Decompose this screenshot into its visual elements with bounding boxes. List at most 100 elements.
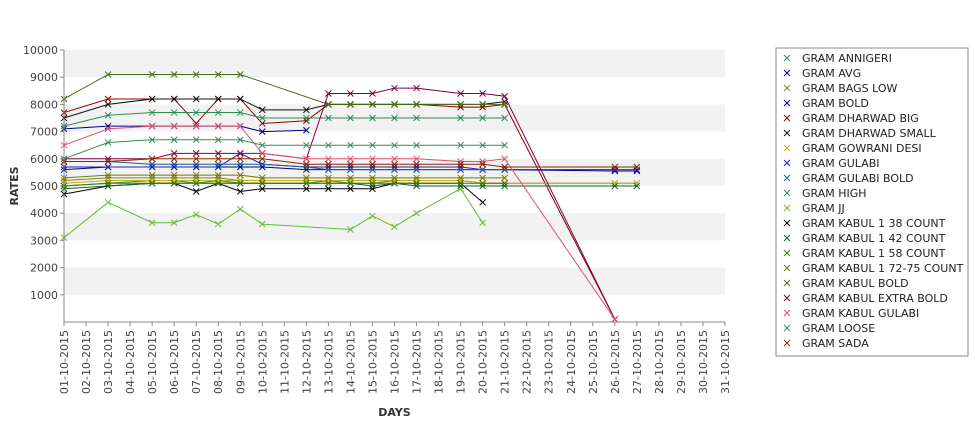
data-point — [214, 177, 222, 184]
marker-stroke — [104, 198, 112, 206]
legend-item: GRAM KABUL BOLD — [783, 277, 909, 290]
x-tick-label: 27-10-2015 — [631, 330, 644, 394]
marker-stroke — [325, 155, 332, 163]
x-tick-label: 05-10-2015 — [146, 330, 159, 394]
data-point — [457, 179, 464, 187]
data-point — [258, 155, 266, 163]
grid-band — [64, 50, 725, 78]
data-point — [258, 163, 266, 171]
data-point — [170, 150, 178, 157]
marker-stroke — [413, 166, 420, 174]
data-point — [258, 177, 266, 184]
x-tick-label: 10-10-2015 — [256, 330, 269, 394]
x-tick-label: 09-10-2015 — [234, 330, 247, 394]
data-point — [170, 179, 178, 187]
legend-label: GRAM GULABI — [802, 157, 880, 170]
data-point — [236, 171, 244, 179]
data-point — [192, 171, 200, 179]
marker-stroke — [391, 179, 398, 187]
marker-stroke — [236, 71, 244, 78]
data-point — [192, 95, 200, 103]
data-point — [479, 182, 486, 190]
data-point — [347, 101, 354, 108]
marker-stroke — [501, 182, 509, 190]
x-tick-label: 22-10-2015 — [521, 330, 534, 394]
marker-stroke — [369, 174, 376, 182]
data-point — [236, 205, 244, 213]
x-tick-label: 14-10-2015 — [344, 330, 357, 394]
data-point — [303, 185, 310, 193]
data-point — [303, 114, 310, 122]
data-point — [258, 120, 266, 127]
data-point — [325, 185, 332, 193]
marker-stroke — [783, 174, 791, 182]
data-point — [236, 71, 244, 78]
marker-stroke — [104, 125, 112, 133]
marker-stroke — [148, 155, 156, 163]
data-point — [325, 155, 332, 163]
marker-stroke — [148, 109, 156, 116]
marker-stroke — [214, 220, 222, 228]
marker-stroke — [347, 226, 354, 233]
data-point — [391, 177, 398, 184]
legend-label: GRAM LOOSE — [802, 322, 875, 335]
marker-stroke — [148, 71, 156, 78]
marker-stroke — [192, 179, 200, 187]
marker-stroke — [214, 109, 222, 116]
x-tick-label: 26-10-2015 — [609, 330, 622, 394]
data-point — [258, 150, 266, 157]
data-point — [170, 160, 178, 168]
marker-stroke — [258, 150, 266, 157]
marker-stroke — [369, 182, 376, 190]
marker-stroke — [369, 166, 376, 174]
marker-stroke — [148, 163, 156, 171]
y-axis-title: RATES — [8, 166, 21, 205]
marker-stroke — [391, 155, 398, 163]
marker-stroke — [479, 103, 486, 111]
marker-stroke — [258, 163, 266, 171]
marker-stroke — [148, 177, 156, 184]
marker-stroke — [479, 198, 486, 206]
legend-item: GRAM LOOSE — [783, 322, 875, 335]
data-point — [479, 158, 486, 165]
marker-stroke — [391, 223, 398, 231]
data-point — [347, 226, 354, 233]
marker-stroke — [170, 171, 178, 179]
marker-stroke — [258, 141, 266, 149]
marker-stroke — [347, 101, 354, 108]
legend-item: GRAM KABUL GULABI — [783, 307, 919, 320]
marker-stroke — [192, 171, 200, 179]
data-point — [104, 171, 112, 179]
marker-stroke — [104, 101, 112, 108]
marker-stroke — [369, 177, 376, 184]
data-point — [214, 160, 222, 168]
data-point — [148, 122, 156, 130]
data-point — [192, 122, 200, 130]
marker-stroke — [501, 166, 509, 174]
data-point — [214, 150, 222, 157]
marker-stroke — [783, 204, 791, 212]
data-point — [258, 114, 266, 122]
x-tick-label: 07-10-2015 — [190, 330, 203, 394]
data-point — [347, 160, 354, 168]
data-point — [236, 188, 244, 195]
y-tick-label: 5000 — [30, 180, 58, 193]
data-point — [457, 160, 464, 168]
marker-stroke — [347, 166, 354, 174]
data-point — [258, 128, 266, 135]
series-8 — [60, 158, 509, 174]
legend-label: GRAM HIGH — [802, 187, 867, 200]
data-point — [148, 109, 156, 116]
data-point — [457, 114, 464, 122]
marker-stroke — [633, 179, 641, 187]
data-point — [391, 114, 398, 122]
marker-stroke — [413, 114, 420, 122]
data-point — [170, 155, 178, 163]
legend-marker — [783, 99, 791, 107]
data-point — [633, 163, 641, 171]
marker-stroke — [501, 163, 509, 171]
marker-stroke — [479, 158, 486, 165]
marker-stroke — [214, 71, 222, 78]
marker-stroke — [611, 179, 619, 187]
marker-stroke — [170, 163, 178, 171]
